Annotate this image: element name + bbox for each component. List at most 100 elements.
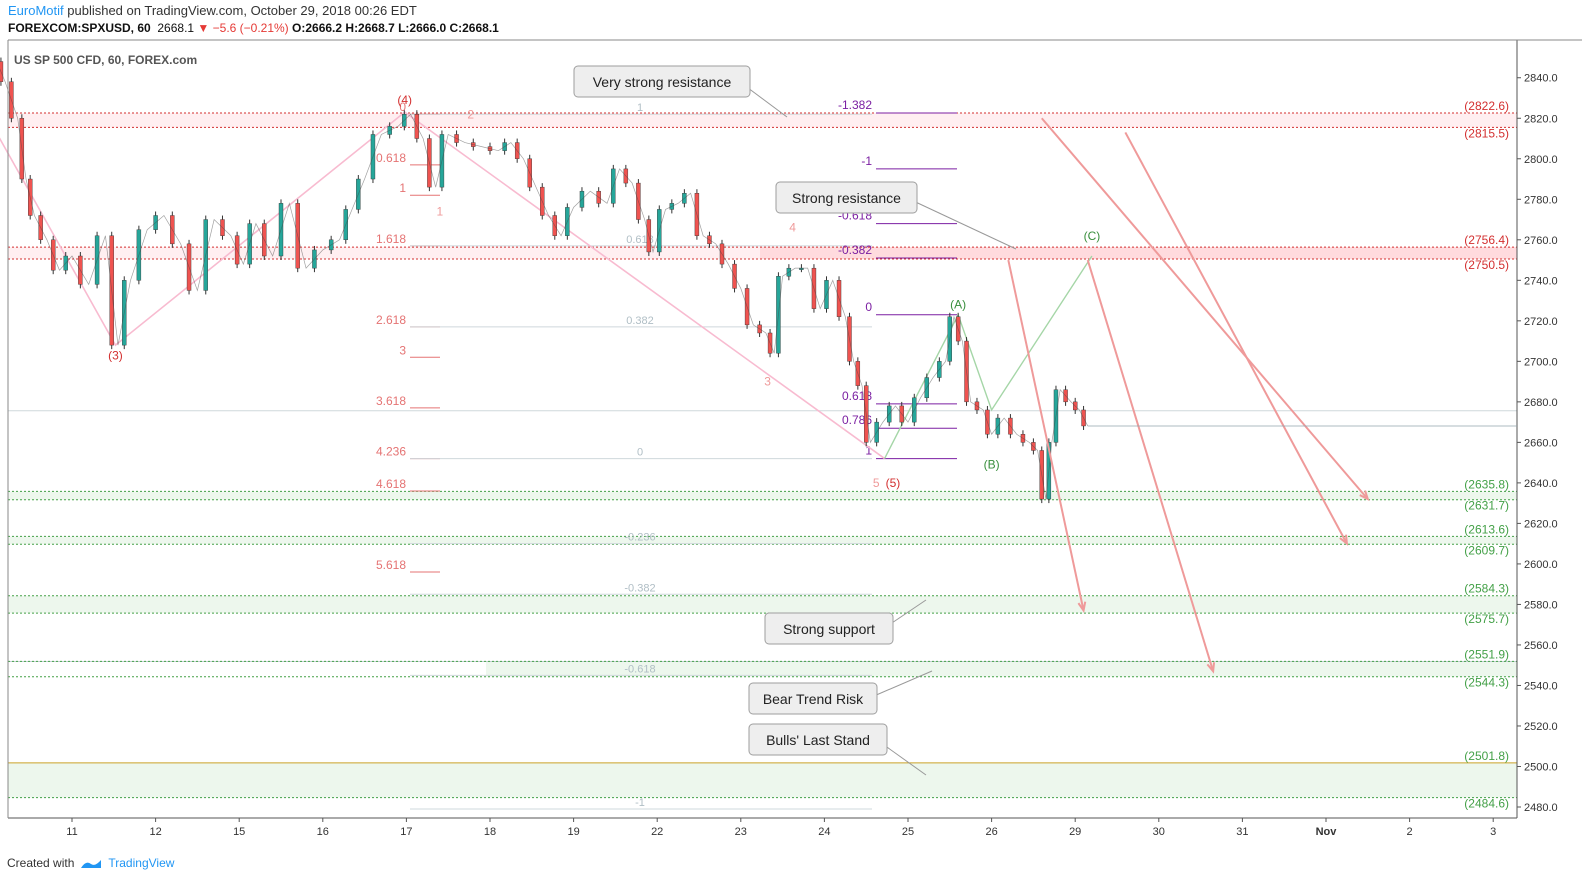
wave-line xyxy=(883,255,1093,459)
callout-3: Strong support xyxy=(764,599,927,645)
callout-text: Strong resistance xyxy=(792,190,901,206)
wave-label: 3 xyxy=(764,375,771,389)
wave-label: 4 xyxy=(789,221,796,235)
fib-label: -0.236 xyxy=(624,532,655,544)
y-tick-label: 2520.0 xyxy=(1524,721,1558,733)
level-label: (2584.3) xyxy=(1464,582,1509,596)
level-label: (2635.8) xyxy=(1464,477,1509,491)
wave-label: (A) xyxy=(950,298,966,312)
wave-label: (4) xyxy=(397,93,412,107)
fib-label: 4.236 xyxy=(376,445,406,459)
fib-label: 2.618 xyxy=(376,313,406,327)
projection-arrowhead xyxy=(1206,662,1216,674)
y-tick-label: 2480.0 xyxy=(1524,802,1558,814)
y-tick-label: 2600.0 xyxy=(1524,559,1558,571)
level-label: (2575.7) xyxy=(1464,612,1509,626)
callout-box xyxy=(748,682,878,715)
author-link[interactable]: EuroMotif xyxy=(8,3,64,18)
callout-pointer xyxy=(906,197,1017,250)
level-label: (2484.6) xyxy=(1464,797,1509,811)
price-line xyxy=(0,68,1089,500)
level-band xyxy=(8,595,1517,614)
callout-text: Strong support xyxy=(783,621,875,637)
y-tick-label: 2800.0 xyxy=(1524,154,1558,166)
wave-label: (C) xyxy=(1084,229,1101,243)
callout-2: Strong resistance xyxy=(775,181,1017,250)
projection-arrowhead xyxy=(1339,534,1349,546)
projection-arrow xyxy=(1086,259,1215,672)
level-label: (2501.8) xyxy=(1464,749,1509,763)
fib-label: 1 xyxy=(399,181,406,195)
callout-box xyxy=(775,181,918,214)
x-tick-label: 31 xyxy=(1236,826,1248,838)
callout-pointer xyxy=(866,670,933,700)
callout-5: Bulls' Last Stand xyxy=(748,723,927,776)
callout-box xyxy=(764,612,894,645)
level-label: (2750.5) xyxy=(1464,258,1509,272)
y-tick-label: 2500.0 xyxy=(1524,761,1558,773)
fib-label: 0 xyxy=(865,300,872,314)
y-tick-label: 2840.0 xyxy=(1524,73,1558,85)
level-label: (2756.4) xyxy=(1464,233,1509,247)
x-tick-label: 29 xyxy=(1069,826,1081,838)
x-tick-label: 12 xyxy=(149,826,161,838)
level-label: (2822.6) xyxy=(1464,99,1509,113)
publish-text: published on TradingView.com, October 29… xyxy=(63,3,417,18)
x-tick-label: 24 xyxy=(818,826,830,838)
x-tick-label: 19 xyxy=(567,826,579,838)
y-tick-label: 2560.0 xyxy=(1524,640,1558,652)
y-tick-label: 2760.0 xyxy=(1524,235,1558,247)
last-price: 2668.1 xyxy=(157,21,195,35)
y-tick-label: 2540.0 xyxy=(1524,680,1558,692)
x-tick-label: 26 xyxy=(985,826,997,838)
projection-arrow xyxy=(1124,131,1348,545)
fib-label: -1 xyxy=(861,154,872,168)
level-label: (2609.7) xyxy=(1464,543,1509,557)
ohlc-values: O:2666.2 H:2668.7 L:2666.0 C:2668.1 xyxy=(292,21,499,35)
level-band xyxy=(8,491,1517,500)
fib-label: 0.618 xyxy=(376,151,406,165)
fib-label: -1 xyxy=(635,797,645,809)
fib-label: 5.618 xyxy=(376,558,406,572)
projection-arrow xyxy=(1041,117,1369,500)
projection-arrowhead xyxy=(1359,490,1370,502)
callout-box xyxy=(748,723,888,756)
price-axis xyxy=(1517,40,1584,818)
projection-arrowhead xyxy=(1077,601,1087,614)
fib-label: 0 xyxy=(399,100,406,114)
x-tick-label: 30 xyxy=(1153,826,1165,838)
fib-label: 1.618 xyxy=(376,232,406,246)
y-tick-label: 2780.0 xyxy=(1524,194,1558,206)
fib-label: -1.382 xyxy=(838,98,872,112)
wave-label: (3) xyxy=(108,348,123,362)
fib-label: -0.382 xyxy=(624,582,655,594)
chart-title: US SP 500 CFD, 60, FOREX.com xyxy=(14,53,197,67)
symbol-name: FOREXCOM:SPXUSD, 60 xyxy=(8,21,151,35)
fib-label: -0.382 xyxy=(838,243,872,257)
x-tick-label: 22 xyxy=(651,826,663,838)
price-change: ▼ −5.6 (−0.21%) xyxy=(197,21,289,35)
footer: Created with TradingView xyxy=(7,856,174,870)
fib-label: 4.618 xyxy=(376,477,406,491)
level-band xyxy=(760,247,1517,260)
wave-label: 1 xyxy=(436,204,443,218)
fib-label: -0.618 xyxy=(624,663,655,675)
wave-label: (B) xyxy=(984,458,1000,472)
tradingview-logo-icon xyxy=(81,859,102,868)
level-band xyxy=(8,536,1517,545)
callout-box xyxy=(573,65,751,98)
y-tick-label: 2620.0 xyxy=(1524,518,1558,530)
level-label: (2551.9) xyxy=(1464,647,1509,661)
candle xyxy=(0,61,4,82)
footer-brand[interactable]: TradingView xyxy=(108,856,175,870)
fib-label: 0.382 xyxy=(626,315,654,327)
x-tick-label: 23 xyxy=(735,826,747,838)
x-tick-label: 18 xyxy=(484,826,496,838)
y-tick-label: 2820.0 xyxy=(1524,113,1558,125)
fib-label: 1 xyxy=(637,102,643,114)
y-tick-label: 2640.0 xyxy=(1524,478,1558,490)
symbol-info: FOREXCOM:SPXUSD, 60 2668.1 ▼ −5.6 (−0.21… xyxy=(8,21,499,35)
x-tick-label: 16 xyxy=(317,826,329,838)
level-label: (2544.3) xyxy=(1464,676,1509,690)
